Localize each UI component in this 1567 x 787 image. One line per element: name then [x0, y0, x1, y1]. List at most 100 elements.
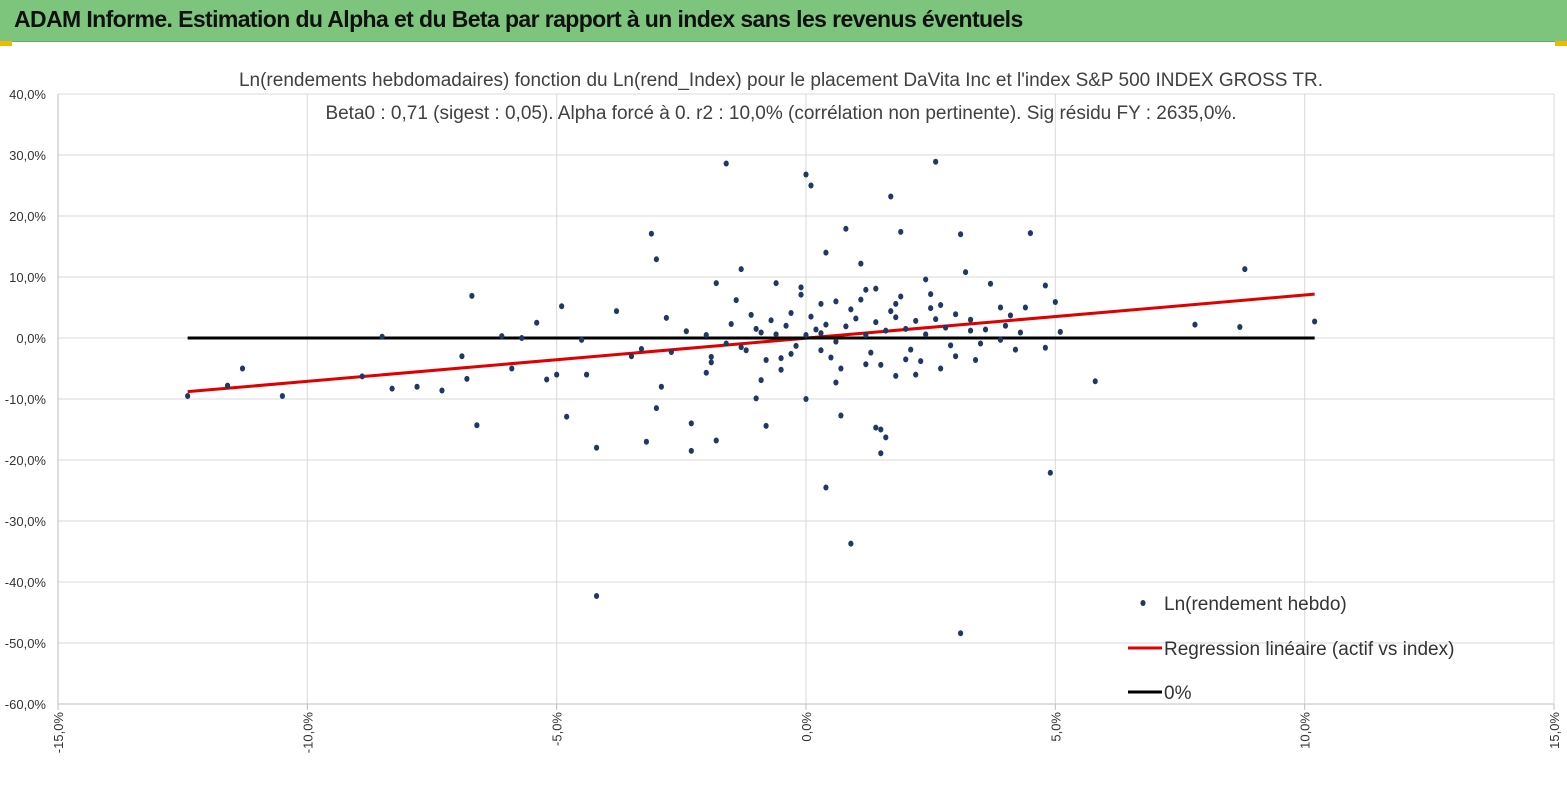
data-point	[653, 405, 660, 412]
data-point	[798, 291, 804, 298]
data-point	[833, 298, 839, 305]
data-point	[1002, 322, 1009, 329]
data-point	[997, 304, 1004, 311]
corner-marker-left	[0, 41, 12, 46]
data-point	[818, 300, 824, 307]
data-point	[967, 316, 974, 323]
data-point	[977, 340, 984, 347]
data-point	[1027, 230, 1033, 237]
data-point	[893, 372, 899, 379]
data-point	[738, 344, 744, 351]
data-point	[848, 540, 854, 547]
data-point	[723, 160, 729, 167]
data-point	[828, 354, 834, 361]
data-point	[972, 356, 979, 363]
data-point	[843, 323, 849, 330]
data-point	[185, 392, 191, 399]
data-point	[469, 292, 475, 299]
data-point	[1017, 329, 1024, 336]
data-point	[1007, 312, 1014, 319]
data-point	[888, 193, 894, 200]
data-point	[808, 182, 814, 189]
data-point	[918, 358, 924, 365]
data-point	[898, 293, 904, 300]
data-point	[559, 303, 565, 310]
data-point	[564, 413, 570, 420]
data-point	[1042, 344, 1048, 351]
data-point	[957, 231, 964, 238]
data-point	[1022, 304, 1029, 311]
data-point	[713, 280, 719, 287]
data-point	[953, 353, 959, 360]
legend-marker-points	[1140, 600, 1146, 606]
data-point	[923, 331, 929, 338]
data-point	[833, 338, 839, 345]
data-point	[464, 375, 470, 382]
data-point	[1057, 328, 1063, 335]
data-point	[763, 422, 769, 429]
data-point	[544, 376, 550, 383]
data-point	[643, 438, 650, 445]
data-point	[773, 331, 779, 338]
x-tick-label: -15,0%	[51, 712, 66, 754]
data-point	[414, 383, 420, 390]
data-point	[554, 371, 560, 378]
report-title: ADAM Informe. Estimation du Alpha et du …	[14, 6, 1023, 32]
data-point	[818, 330, 824, 337]
data-point	[962, 269, 969, 276]
data-point	[758, 377, 764, 384]
data-point	[663, 314, 669, 321]
y-tick-label: 0,0%	[16, 331, 46, 346]
data-point	[878, 426, 884, 433]
data-point	[858, 296, 864, 303]
data-point	[748, 311, 754, 318]
data-point	[658, 383, 664, 390]
y-tick-label: -30,0%	[5, 514, 47, 529]
data-point	[708, 353, 714, 360]
data-point	[499, 333, 505, 340]
data-point	[613, 308, 620, 315]
data-point	[753, 325, 759, 332]
data-point	[818, 347, 824, 354]
data-point	[997, 336, 1004, 343]
x-tick-label: 15,0%	[1547, 712, 1562, 749]
data-point	[593, 593, 600, 600]
data-point	[713, 437, 719, 444]
data-point	[474, 422, 480, 429]
x-tick-label: 0,0%	[799, 712, 814, 742]
y-tick-label: -20,0%	[5, 453, 47, 468]
data-point	[913, 371, 919, 378]
data-point	[1047, 469, 1053, 476]
data-point	[763, 356, 769, 363]
y-tick-label: -10,0%	[5, 392, 47, 407]
data-point	[883, 327, 889, 334]
data-point	[982, 326, 989, 333]
data-point	[853, 315, 859, 322]
data-point	[833, 379, 839, 386]
y-tick-label: 10,0%	[9, 270, 46, 285]
data-point	[723, 340, 729, 347]
data-point	[1242, 266, 1248, 273]
data-point	[933, 316, 939, 323]
data-point	[439, 387, 445, 394]
data-point	[688, 447, 694, 454]
data-point	[823, 249, 829, 256]
report-banner: ADAM Informe. Estimation du Alpha et du …	[0, 0, 1567, 42]
data-point	[778, 366, 784, 373]
y-tick-label: -60,0%	[5, 697, 47, 712]
data-point	[848, 306, 854, 313]
data-point	[903, 325, 909, 332]
data-point	[379, 333, 385, 340]
y-tick-label: 30,0%	[9, 148, 46, 163]
x-tick-label: -5,0%	[550, 712, 565, 746]
legend-label: 0%	[1164, 683, 1192, 704]
data-point	[728, 320, 734, 327]
data-point	[768, 317, 774, 324]
chart-frame: 40,0% 30,0% 20,0% 10,0% 0,0% -10,0% -20,0% -30,…	[0, 41, 1567, 787]
chart-lines	[187, 292, 1315, 394]
data-point	[753, 395, 759, 402]
data-point	[738, 266, 744, 273]
data-point	[703, 331, 709, 338]
data-point	[1237, 324, 1243, 331]
data-point	[863, 361, 869, 368]
